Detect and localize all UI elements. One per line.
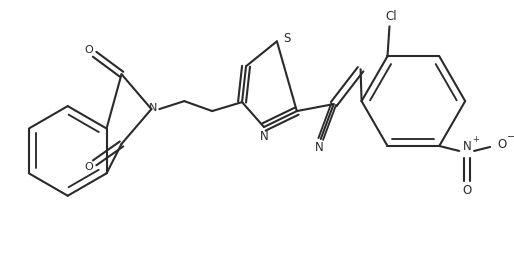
- Text: O: O: [463, 184, 472, 197]
- Text: N: N: [463, 140, 471, 154]
- Text: Cl: Cl: [386, 10, 397, 23]
- Text: N: N: [149, 103, 158, 113]
- Text: O: O: [84, 162, 93, 172]
- Text: N: N: [315, 141, 323, 154]
- Text: S: S: [283, 32, 290, 45]
- Text: +: +: [472, 135, 479, 145]
- Text: N: N: [260, 131, 268, 143]
- Text: −: −: [507, 132, 514, 142]
- Text: O: O: [84, 45, 93, 55]
- Text: O: O: [498, 139, 507, 152]
